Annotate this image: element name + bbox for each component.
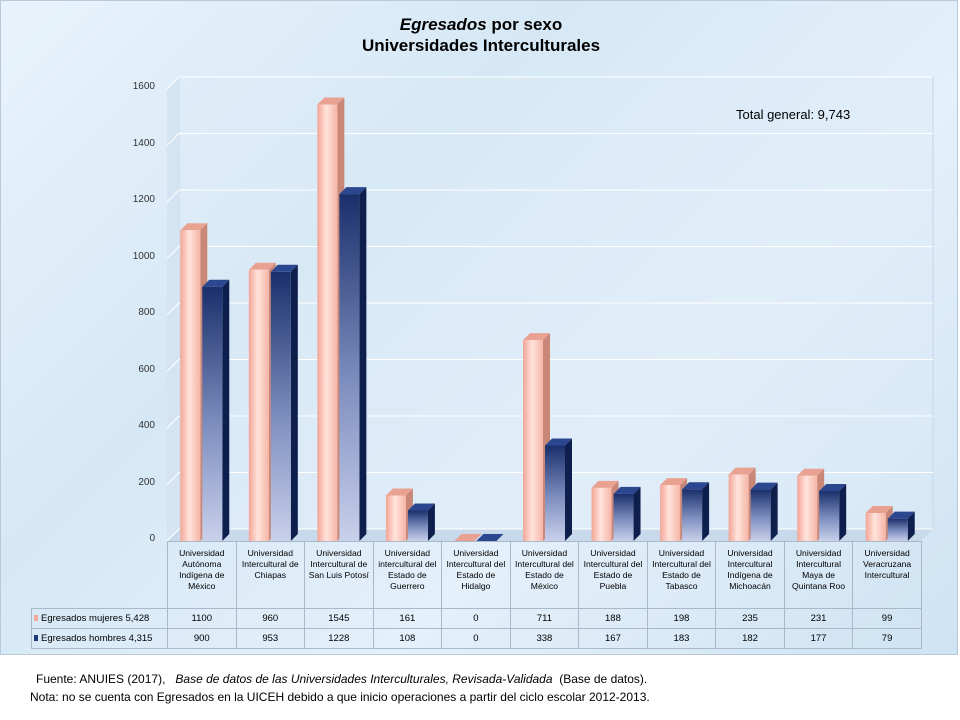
table-corner bbox=[31, 541, 168, 609]
bar-hombres bbox=[819, 483, 847, 541]
category-label: Universidad Autónoma Indígena de México bbox=[167, 541, 237, 609]
bar-hombres bbox=[545, 438, 572, 541]
gridline bbox=[166, 472, 933, 485]
table-cell-value: 953 bbox=[235, 628, 306, 649]
table-cell-value: 108 bbox=[372, 628, 443, 649]
bar-mujeres bbox=[728, 467, 756, 541]
chart-subtitle: Universidades Interculturales bbox=[361, 36, 601, 55]
gridline bbox=[166, 302, 933, 316]
bar-hombres bbox=[682, 482, 710, 541]
category-label: Universidad intercultural del Estado de … bbox=[372, 541, 443, 609]
y-tick-label: 1200 bbox=[132, 194, 155, 205]
series-name: Egresados mujeres 5,428 bbox=[41, 613, 150, 624]
category-label: Universidad Intercultural del Estado de … bbox=[646, 541, 717, 609]
table-cell-value: 161 bbox=[372, 608, 443, 629]
category-label: Universidad Intercultural Indígena de Mi… bbox=[715, 541, 785, 609]
y-tick-label: 800 bbox=[138, 307, 155, 318]
source-suffix: (Base de datos). bbox=[559, 672, 648, 686]
category-header-row: Universidad Autónoma Indígena de México U… bbox=[31, 541, 922, 609]
gridline bbox=[166, 359, 933, 372]
table-cell-value: 1100 bbox=[167, 608, 237, 629]
table-cell-value: 182 bbox=[715, 628, 785, 649]
bar-hombres bbox=[270, 264, 298, 541]
category-label: Universidad Intercultural Maya de Quinta… bbox=[783, 541, 854, 609]
table-cell-value: 338 bbox=[509, 628, 580, 649]
table-cell-value: 99 bbox=[852, 608, 922, 629]
category-label: Universidad Intercultural del Estado de … bbox=[509, 541, 580, 609]
table-cell-value: 960 bbox=[235, 608, 306, 629]
legend-key bbox=[34, 615, 38, 622]
chart-title: Egresados por sexo bbox=[1, 15, 957, 35]
table-cell-value: 711 bbox=[509, 608, 580, 629]
source-line: Fuente: ANUIES (2017), Base de datos de … bbox=[36, 672, 647, 686]
y-tick-label: 0 bbox=[149, 533, 155, 544]
y-tick-label: 1400 bbox=[132, 137, 155, 149]
bar-hombres bbox=[750, 482, 778, 541]
bar-hombres bbox=[202, 279, 230, 541]
gridline bbox=[166, 133, 933, 146]
chart-area: 0 200 400 600 800 1000 1200 1400 1600 Egresados … bbox=[0, 0, 958, 655]
category-label: Universidad Intercultural del Estado de … bbox=[578, 541, 648, 609]
source-prefix: Fuente: ANUIES (2017), bbox=[36, 672, 166, 686]
series-row-hombres: Egresados hombres 4,315 900 953 1228 108 0 338… bbox=[31, 628, 922, 649]
category-label: Universidad Intercultural de Chiapas bbox=[235, 541, 306, 609]
table-cell-value: 231 bbox=[783, 608, 854, 629]
table-cell-value: 1545 bbox=[304, 608, 374, 629]
series-label: Egresados mujeres 5,428 bbox=[31, 608, 168, 629]
source-title: Base de datos de las Universidades Inter… bbox=[175, 672, 553, 686]
table-cell-value: 900 bbox=[167, 628, 237, 649]
y-tick-label: 200 bbox=[138, 476, 155, 488]
gridline bbox=[166, 189, 933, 203]
bar-mujeres bbox=[865, 506, 893, 541]
gridline bbox=[166, 415, 933, 429]
bar-hombres bbox=[339, 187, 367, 541]
table-cell-value: 0 bbox=[441, 628, 511, 649]
gridline bbox=[166, 76, 933, 90]
bar-hombres bbox=[476, 534, 504, 541]
table-cell-value: 1228 bbox=[304, 628, 374, 649]
table-cell-value: 167 bbox=[578, 628, 648, 649]
table-cell-value: 188 bbox=[578, 608, 648, 629]
gridline bbox=[166, 246, 933, 259]
data-table: Universidad Autónoma Indígena de México U… bbox=[31, 541, 922, 649]
y-tick-label: 600 bbox=[138, 363, 155, 375]
chart-title-rest: por sexo bbox=[491, 15, 563, 34]
category-label: Universidad Intercultural de San Luis Po… bbox=[304, 541, 374, 609]
table-cell-value: 177 bbox=[783, 628, 854, 649]
category-label: Universidad Intercultural del Estado de … bbox=[441, 541, 511, 609]
bar-chart bbox=[166, 76, 934, 542]
table-cell-value: 198 bbox=[646, 608, 717, 629]
y-tick-label: 1600 bbox=[132, 81, 155, 92]
table-cell-value: 183 bbox=[646, 628, 717, 649]
series-label: Egresados hombres 4,315 bbox=[31, 628, 168, 649]
bar-hombres bbox=[407, 503, 435, 541]
y-tick-label: 1000 bbox=[132, 250, 155, 262]
legend-key bbox=[34, 635, 38, 642]
bar-mujeres bbox=[523, 333, 550, 541]
total-label: Total general: 9,743 bbox=[736, 107, 851, 122]
table-cell-value: 235 bbox=[715, 608, 785, 629]
category-label: Universidad Veracruzana Intercultural bbox=[852, 541, 922, 609]
bar-mujeres bbox=[454, 534, 482, 541]
y-tick-label: 400 bbox=[138, 420, 155, 431]
bar-hombres bbox=[887, 511, 915, 541]
chart-title-italic: Egresados bbox=[399, 15, 487, 34]
table-cell-value: 79 bbox=[852, 628, 922, 649]
bar-hombres bbox=[613, 486, 641, 541]
series-name: Egresados hombres 4,315 bbox=[41, 633, 153, 644]
series-row-mujeres: Egresados mujeres 5,428 1100 960 1545 161 0 71… bbox=[31, 608, 922, 629]
note-line: Nota: no se cuenta con Egresados en la U… bbox=[30, 690, 650, 704]
table-cell-value: 0 bbox=[441, 608, 511, 629]
